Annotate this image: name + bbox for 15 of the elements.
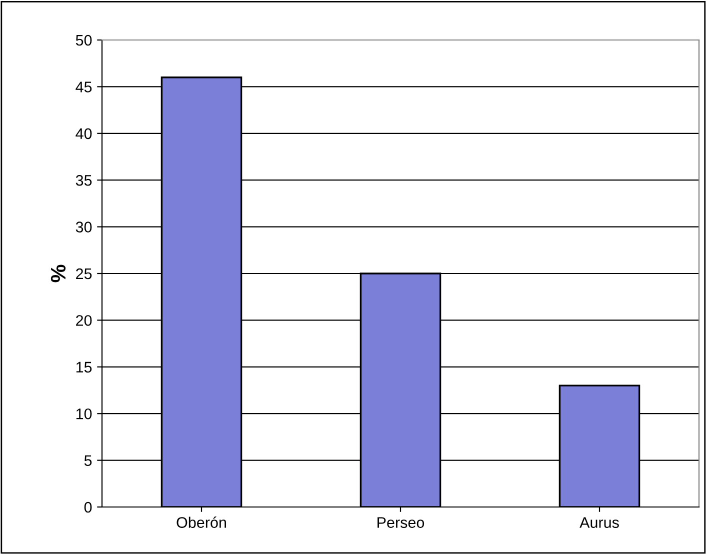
y-tick-label: 15 (76, 362, 92, 373)
x-tick-label: Aurus (580, 517, 619, 528)
y-tick-label: 0 (84, 502, 92, 513)
y-tick-label: 50 (76, 34, 92, 46)
y-tick-label: 25 (76, 268, 92, 280)
y-tick-label: 20 (76, 315, 92, 326)
x-tick-label: Oberón (176, 516, 226, 528)
x-tick-label: Perseo (378, 517, 424, 528)
y-tick-label: 45 (76, 82, 92, 92)
y-tick-label: 40 (76, 128, 92, 140)
y-tick-label: 10 (76, 408, 92, 420)
y-tick-label: 35 (76, 174, 92, 186)
y-tick-label: 5 (84, 455, 92, 466)
y-axis-title: % (50, 264, 66, 282)
y-tick-label: 30 (76, 222, 92, 232)
